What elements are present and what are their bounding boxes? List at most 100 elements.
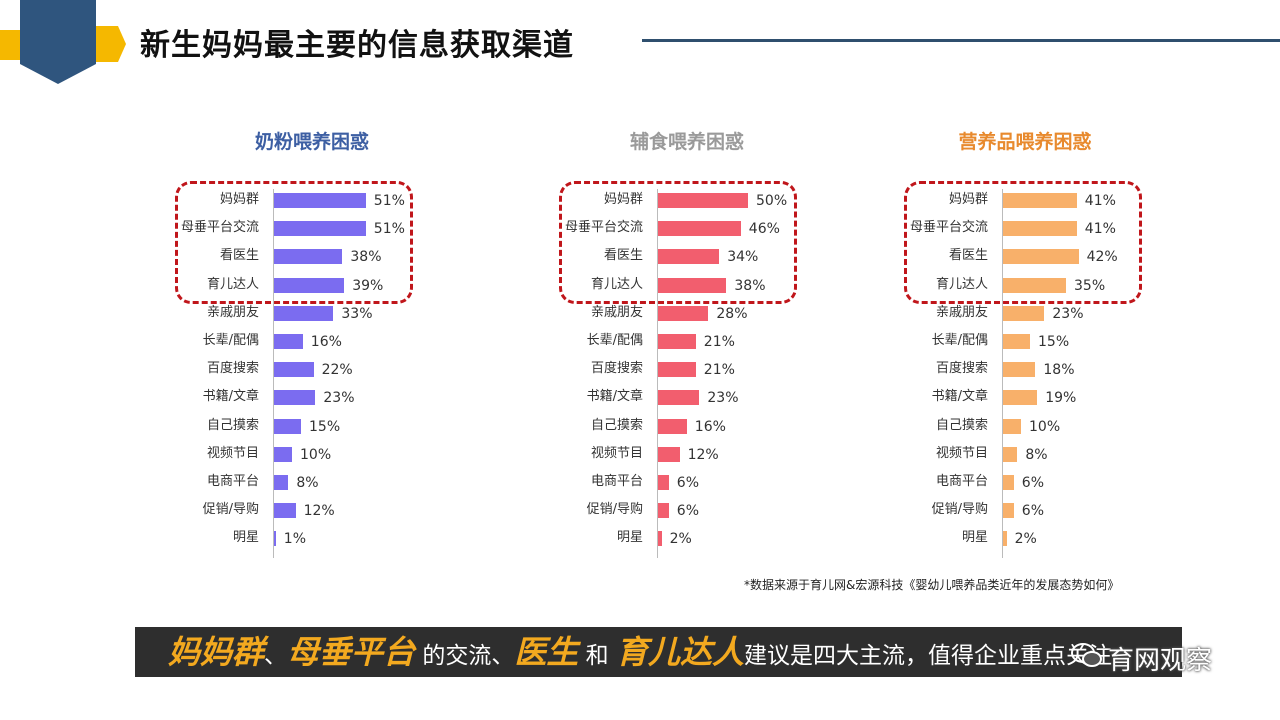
bar	[1003, 334, 1030, 349]
value-label: 33%	[341, 305, 373, 322]
highlight-dashed-box	[175, 181, 413, 304]
chart-title: 辅食喂养困惑	[629, 131, 744, 153]
value-label: 23%	[323, 390, 355, 407]
wechat-icon	[1071, 643, 1102, 667]
category-label: 育儿达人	[590, 276, 643, 292]
category-label: 长辈/配偶	[586, 333, 643, 348]
bar	[1003, 193, 1077, 208]
category-label: 促销/导购	[931, 502, 988, 518]
value-label: 35%	[1074, 277, 1106, 294]
banner-highlight-text: 医生	[514, 633, 579, 671]
value-label: 1%	[283, 531, 307, 548]
category-label: 书籍/文章	[931, 389, 988, 405]
page-title: 新生妈妈最主要的信息获取渠道	[140, 28, 574, 63]
category-label: 书籍/文章	[586, 389, 643, 405]
category-label: 自己摸索	[590, 417, 643, 433]
bar	[274, 531, 276, 547]
banner-text-segment: 的交流、	[415, 643, 515, 669]
category-label: 百度搜索	[590, 361, 643, 377]
value-label: 38%	[350, 249, 382, 266]
bar	[658, 193, 748, 208]
category-label: 育儿达人	[206, 276, 259, 292]
value-label: 51%	[373, 193, 405, 209]
category-label: 母垂平台交流	[180, 220, 259, 236]
source-note: *数据来源于育儿网&宏源科技《婴幼儿喂养品类近年的发展态势如何》	[744, 578, 1120, 592]
category-label: 百度搜索	[935, 361, 988, 377]
header-yellow-block-left	[0, 30, 20, 60]
bar	[1003, 531, 1007, 547]
bar	[274, 475, 289, 490]
bar	[274, 305, 334, 321]
banner-text-segment: 、	[264, 643, 288, 669]
category-label: 明星	[232, 530, 259, 546]
bar	[658, 390, 700, 406]
value-label: 28%	[716, 305, 748, 322]
bar	[658, 277, 727, 293]
bar	[658, 503, 669, 519]
value-label: 39%	[352, 277, 384, 294]
value-label: 12%	[303, 503, 335, 520]
category-label: 书籍/文章	[202, 389, 259, 405]
value-label: 8%	[296, 475, 319, 491]
value-label: 10%	[1029, 418, 1061, 435]
value-label: 23%	[1052, 305, 1084, 322]
value-label: 38%	[734, 277, 766, 294]
category-label: 母垂平台交流	[909, 220, 988, 236]
category-label: 看医生	[219, 248, 259, 264]
category-label: 亲戚朋友	[590, 304, 643, 320]
value-label: 42%	[1086, 249, 1118, 266]
banner-highlight-text: 母垂平台	[287, 633, 416, 671]
value-label: 2%	[669, 531, 692, 548]
bar	[658, 475, 669, 490]
category-label: 电商平台	[206, 474, 259, 489]
bar	[274, 390, 316, 406]
chart-axis-line	[657, 189, 658, 558]
bar	[1003, 390, 1038, 406]
category-label: 长辈/配偶	[931, 333, 988, 348]
value-label: 15%	[309, 418, 341, 435]
value-label: 12%	[687, 446, 719, 463]
value-label: 10%	[300, 446, 332, 463]
value-label: 8%	[1025, 446, 1048, 463]
value-label: 6%	[676, 503, 700, 520]
header-yellow-arrow	[96, 26, 126, 62]
bar	[1003, 418, 1021, 434]
bar	[1003, 305, 1045, 321]
bar	[274, 221, 366, 237]
chart-axis-line	[273, 189, 274, 558]
value-label: 22%	[321, 362, 353, 379]
bar	[274, 193, 366, 208]
value-label: 23%	[707, 390, 739, 407]
category-label: 看医生	[948, 248, 988, 264]
value-label: 18%	[1043, 362, 1075, 379]
header-decoration	[0, 0, 126, 84]
highlight-dashed-box	[904, 181, 1142, 304]
bar	[274, 249, 343, 265]
category-label: 亲戚朋友	[935, 304, 988, 320]
category-label: 育儿达人	[935, 276, 988, 292]
bar	[658, 418, 687, 434]
value-label: 50%	[756, 193, 788, 209]
value-label: 2%	[1014, 531, 1037, 548]
banner-text-segment: 建议是四大主流，值得企业重点关注	[744, 643, 1112, 669]
category-label: 视频节目	[206, 445, 259, 461]
title-rule	[642, 39, 1280, 42]
chart-title: 营养品喂养困惑	[958, 131, 1092, 153]
value-label: 46%	[748, 221, 780, 238]
category-label: 百度搜索	[206, 361, 259, 377]
bar	[1003, 221, 1077, 237]
chart-axis-line	[1002, 189, 1003, 558]
category-label: 促销/导购	[586, 502, 643, 518]
bar	[1003, 475, 1014, 490]
value-label: 6%	[676, 475, 700, 491]
category-label: 母垂平台交流	[564, 220, 643, 236]
bar	[1003, 503, 1014, 519]
category-label: 看医生	[603, 248, 643, 264]
value-label: 16%	[310, 334, 342, 350]
category-label: 明星	[961, 530, 988, 546]
category-label: 自己摸索	[935, 417, 988, 433]
conclusion-banner-text: 妈妈群、母垂平台 的交流、医生 和 育儿达人建议是四大主流，值得企业重点关注	[168, 630, 1112, 678]
category-label: 妈妈群	[603, 192, 643, 207]
bar	[658, 305, 709, 321]
header-navy-chevron	[20, 0, 96, 84]
